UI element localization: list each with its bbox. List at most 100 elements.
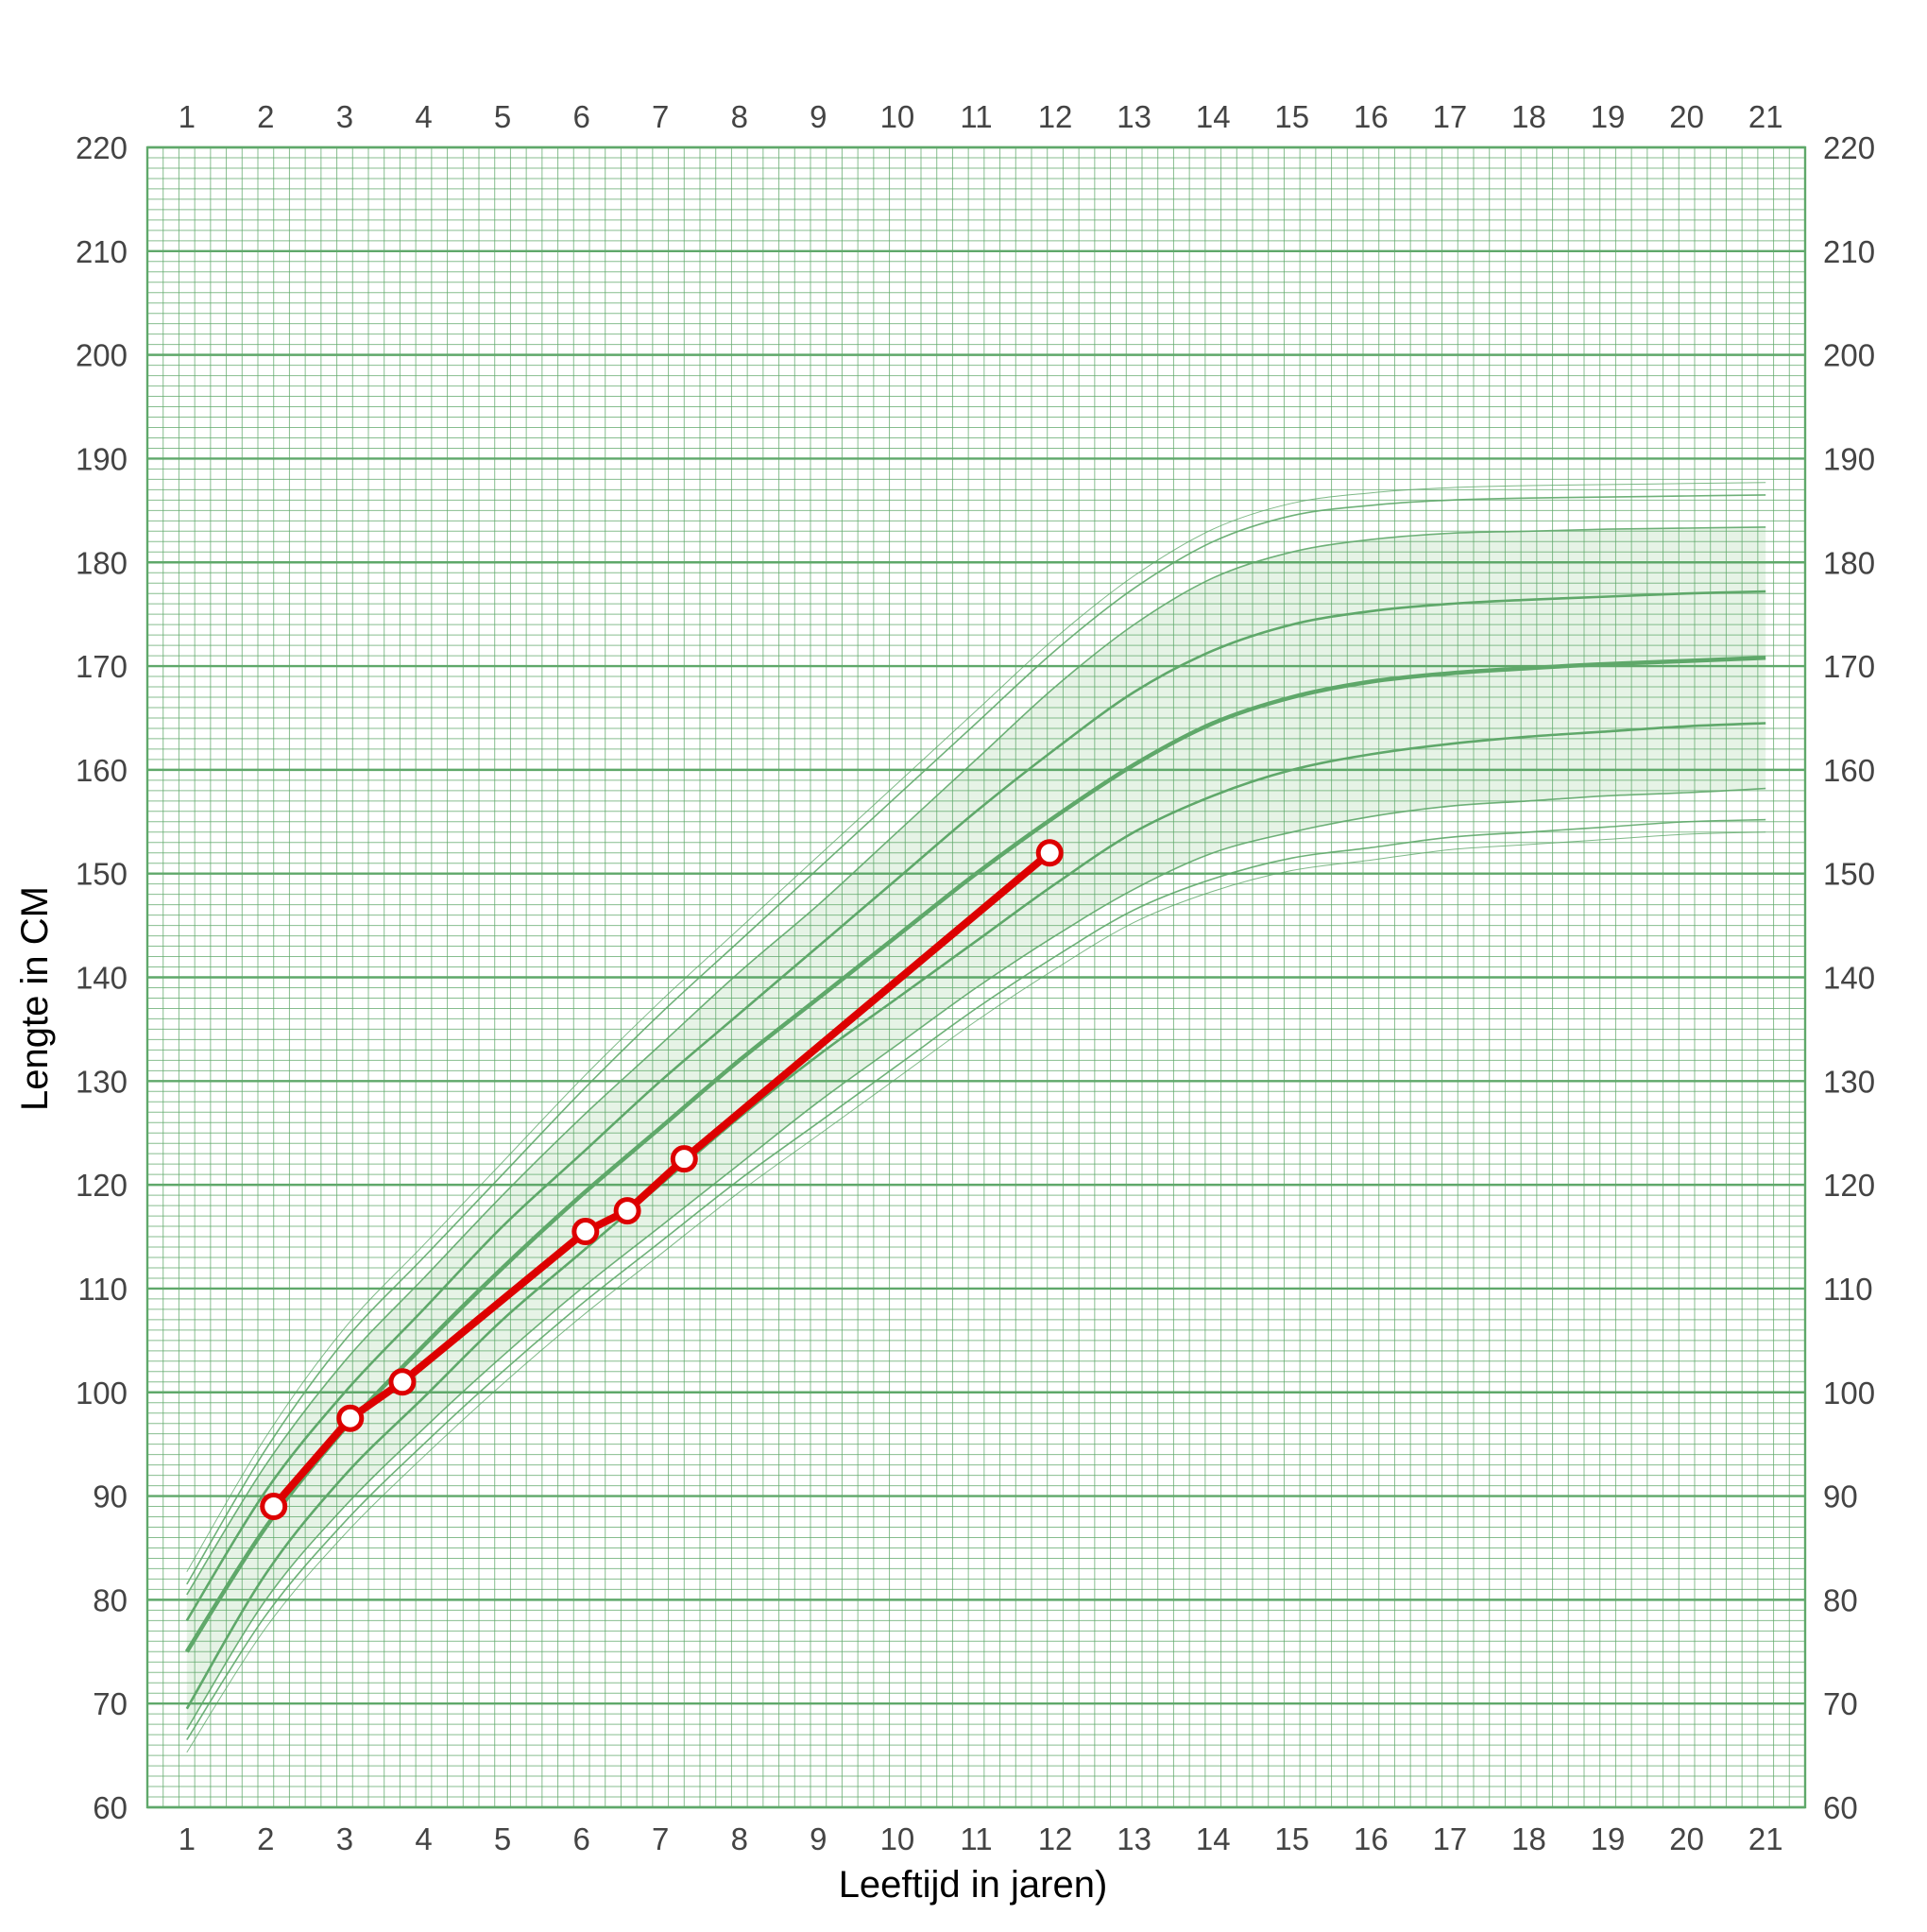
y-tick-label-left: 140 bbox=[76, 961, 128, 996]
x-tick-label-bottom: 6 bbox=[572, 1821, 589, 1856]
y-tick-label-right: 120 bbox=[1823, 1168, 1875, 1203]
y-tick-label-right: 90 bbox=[1823, 1479, 1858, 1514]
reference-curve-outer-hairline bbox=[186, 831, 1766, 1753]
x-tick-label-bottom: 5 bbox=[494, 1821, 511, 1856]
measurement-point bbox=[613, 1197, 641, 1225]
x-tick-label-top: 1 bbox=[179, 99, 196, 134]
x-tick-label-top: 3 bbox=[336, 99, 353, 134]
x-tick-label-bottom: 1 bbox=[179, 1821, 196, 1856]
x-tick-label-bottom: 20 bbox=[1669, 1821, 1704, 1856]
y-tick-label-left: 180 bbox=[76, 545, 128, 580]
y-tick-label-left: 170 bbox=[76, 649, 128, 684]
measurement-series-layer bbox=[260, 839, 1064, 1521]
x-tick-label-top: 4 bbox=[415, 99, 432, 134]
x-tick-label-top: 16 bbox=[1354, 99, 1389, 134]
reference-curve-outer bbox=[186, 526, 1766, 1596]
y-tick-label-left: 210 bbox=[76, 234, 128, 269]
x-tick-label-bottom: 7 bbox=[652, 1821, 669, 1856]
measurement-point bbox=[388, 1368, 417, 1396]
y-tick-label-left: 190 bbox=[76, 441, 128, 476]
y-tick-label-left: 130 bbox=[76, 1064, 128, 1099]
x-tick-label-top: 14 bbox=[1196, 99, 1231, 134]
y-tick-label-right: 160 bbox=[1823, 753, 1875, 788]
y-tick-label-right: 60 bbox=[1823, 1790, 1858, 1825]
x-tick-label-bottom: 18 bbox=[1511, 1821, 1546, 1856]
y-tick-label-right: 70 bbox=[1823, 1686, 1858, 1721]
measurement-point bbox=[1035, 839, 1064, 867]
x-tick-label-top: 6 bbox=[572, 99, 589, 134]
x-tick-label-bottom: 17 bbox=[1433, 1821, 1468, 1856]
x-tick-label-top: 7 bbox=[652, 99, 669, 134]
x-tick-label-top: 5 bbox=[494, 99, 511, 134]
x-tick-label-top: 19 bbox=[1591, 99, 1626, 134]
y-tick-label-left: 150 bbox=[76, 857, 128, 892]
tick-labels-layer: 1122334455667788991010111112121313141415… bbox=[76, 99, 1875, 1856]
x-tick-label-top: 11 bbox=[960, 99, 992, 134]
y-tick-label-right: 80 bbox=[1823, 1582, 1858, 1617]
reference-curves-layer bbox=[184, 482, 1766, 1753]
x-tick-label-bottom: 13 bbox=[1117, 1821, 1151, 1856]
y-tick-label-right: 130 bbox=[1823, 1064, 1875, 1099]
x-tick-label-bottom: 10 bbox=[880, 1821, 915, 1856]
x-tick-label-top: 20 bbox=[1669, 99, 1704, 134]
y-tick-label-left: 120 bbox=[76, 1168, 128, 1203]
y-tick-label-right: 220 bbox=[1823, 130, 1875, 165]
x-tick-label-top: 8 bbox=[731, 99, 748, 134]
x-axis-title: Leeftijd in jaren) bbox=[839, 1864, 1108, 1906]
y-tick-label-right: 110 bbox=[1823, 1272, 1873, 1307]
reference-curve-inner bbox=[185, 722, 1766, 1710]
percentile-band-layer bbox=[186, 526, 1766, 1730]
x-tick-label-top: 2 bbox=[257, 99, 274, 134]
measurement-point bbox=[336, 1404, 365, 1432]
y-tick-label-left: 200 bbox=[76, 338, 128, 373]
plot-frame bbox=[145, 145, 1807, 1809]
measurement-point bbox=[571, 1218, 600, 1246]
x-tick-label-bottom: 16 bbox=[1354, 1821, 1389, 1856]
x-tick-label-top: 10 bbox=[880, 99, 915, 134]
y-tick-label-right: 170 bbox=[1823, 649, 1875, 684]
grid-layer bbox=[145, 145, 1807, 1809]
x-tick-label-bottom: 12 bbox=[1038, 1821, 1073, 1856]
y-tick-label-left: 110 bbox=[77, 1272, 128, 1307]
y-axis-title: Lengte in CM bbox=[14, 886, 56, 1111]
x-tick-label-bottom: 21 bbox=[1748, 1821, 1783, 1856]
x-tick-label-top: 9 bbox=[810, 99, 827, 134]
x-tick-label-top: 18 bbox=[1511, 99, 1546, 134]
x-tick-label-bottom: 14 bbox=[1196, 1821, 1231, 1856]
y-tick-label-right: 180 bbox=[1823, 545, 1875, 580]
y-tick-label-left: 160 bbox=[76, 753, 128, 788]
y-tick-label-right: 140 bbox=[1823, 961, 1875, 996]
reference-curve-outer bbox=[186, 787, 1766, 1731]
reference-curve-inner bbox=[185, 590, 1766, 1621]
y-tick-label-right: 210 bbox=[1823, 234, 1875, 269]
x-tick-label-bottom: 2 bbox=[257, 1821, 274, 1856]
x-tick-label-top: 17 bbox=[1433, 99, 1468, 134]
y-tick-label-right: 100 bbox=[1823, 1376, 1875, 1411]
y-tick-label-left: 100 bbox=[76, 1376, 128, 1411]
x-tick-label-top: 13 bbox=[1117, 99, 1151, 134]
x-tick-label-top: 21 bbox=[1748, 99, 1783, 134]
reference-curve-outer bbox=[186, 818, 1766, 1741]
reference-curve-outer bbox=[186, 494, 1766, 1585]
x-tick-label-top: 15 bbox=[1274, 99, 1309, 134]
percentile-band bbox=[186, 526, 1766, 1730]
y-tick-label-right: 150 bbox=[1823, 857, 1875, 892]
reference-curve-outer-hairline bbox=[186, 482, 1766, 1572]
y-tick-label-left: 60 bbox=[93, 1790, 128, 1825]
x-tick-label-bottom: 11 bbox=[960, 1821, 992, 1856]
x-tick-label-bottom: 8 bbox=[731, 1821, 748, 1856]
y-tick-label-right: 190 bbox=[1823, 441, 1875, 476]
reference-curve-median bbox=[184, 656, 1766, 1653]
measurement-point bbox=[670, 1145, 698, 1173]
y-tick-label-left: 70 bbox=[93, 1686, 128, 1721]
x-tick-label-bottom: 15 bbox=[1274, 1821, 1309, 1856]
x-tick-label-bottom: 9 bbox=[810, 1821, 827, 1856]
x-tick-label-bottom: 19 bbox=[1591, 1821, 1626, 1856]
y-tick-label-left: 220 bbox=[76, 130, 128, 165]
y-tick-label-left: 90 bbox=[93, 1479, 128, 1514]
x-tick-label-bottom: 3 bbox=[336, 1821, 353, 1856]
y-tick-label-left: 80 bbox=[93, 1582, 128, 1617]
x-tick-label-bottom: 4 bbox=[415, 1821, 432, 1856]
measurement-point bbox=[260, 1493, 288, 1521]
